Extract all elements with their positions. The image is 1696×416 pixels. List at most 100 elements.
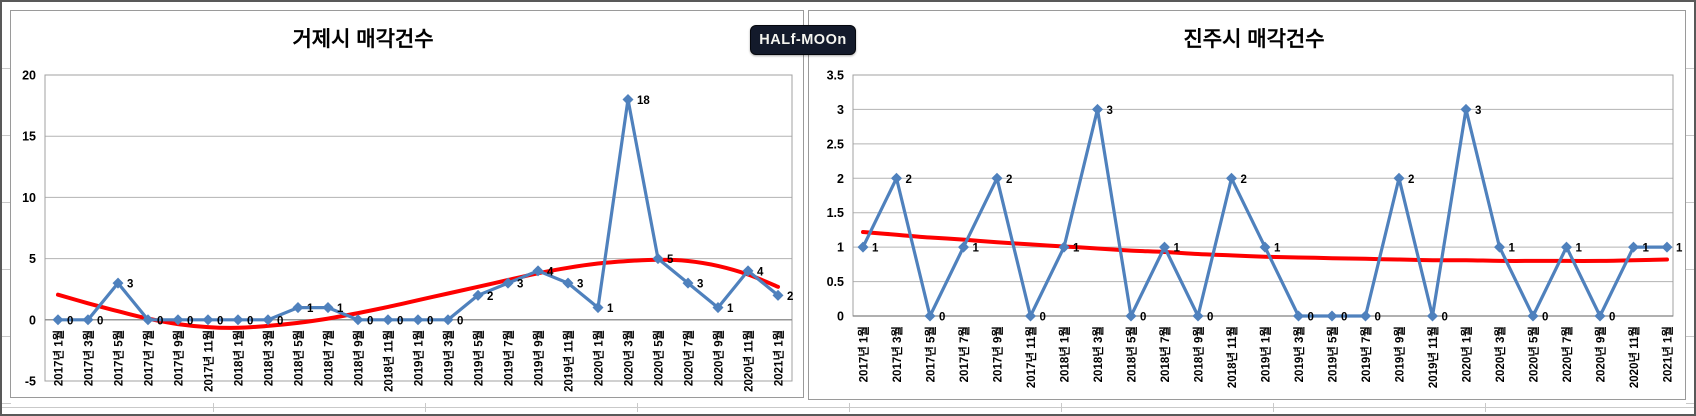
data-point-marker [1460, 103, 1472, 115]
y-axis-tick-label: 0 [837, 310, 844, 324]
x-axis-tick-label: 2020년 7월 [1560, 326, 1574, 382]
data-point-label: 0 [1140, 312, 1146, 324]
x-axis-tick-label: 2018년 1월 [232, 330, 246, 386]
plot-area-border [44, 74, 793, 382]
x-axis-tick-label: 2021년 1월 [772, 330, 786, 386]
data-point-marker [322, 302, 334, 314]
data-point-marker [502, 277, 514, 289]
y-axis-tick-label: 2 [837, 172, 844, 186]
x-axis-tick-label: 2019년 11월 [562, 330, 576, 392]
x-axis-tick-label: 2018년 5월 [1125, 326, 1139, 382]
data-point-label: 2 [1241, 174, 1247, 186]
data-point-marker [172, 314, 184, 326]
data-point-label: 0 [427, 315, 433, 327]
chart-title: 거제시 매각건수 [292, 28, 434, 51]
data-point-marker [532, 265, 544, 277]
data-point-marker [382, 314, 394, 326]
data-point-label: 0 [157, 315, 163, 327]
data-point-marker [991, 172, 1003, 184]
x-axis-tick-label: 2018년 7월 [1158, 326, 1172, 382]
data-point-label: 3 [517, 279, 523, 291]
x-axis-tick-label: 2019년 5월 [472, 330, 486, 386]
data-point-label: 0 [367, 315, 373, 327]
data-point-marker [292, 302, 304, 314]
x-axis-tick-label: 2017년 7월 [957, 326, 971, 382]
data-point-label: 2 [1006, 174, 1012, 186]
data-point-label: 0 [1341, 312, 1347, 324]
x-axis-tick-label: 2017년 1월 [857, 326, 871, 382]
data-point-label: 0 [1308, 312, 1314, 324]
data-point-label: 0 [1375, 312, 1381, 324]
y-axis-tick-label: 3.5 [827, 69, 844, 83]
data-point-label: 3 [127, 279, 133, 291]
data-point-marker [742, 265, 754, 277]
data-point-label: 1 [1509, 243, 1516, 255]
data-point-marker [622, 93, 634, 105]
x-axis-tick-label: 2017년 11월 [1024, 326, 1038, 388]
x-axis-tick-label: 2017년 5월 [112, 330, 126, 386]
data-point-label: 1 [727, 303, 734, 315]
x-axis-tick-label: 2019년 11월 [1426, 326, 1440, 388]
y-axis-tick-label: 0 [29, 313, 36, 327]
x-axis-tick-label: 2018년 11월 [1225, 326, 1239, 388]
data-point-label: 2 [1408, 174, 1414, 186]
x-axis-tick-label: 2018년 3월 [1091, 326, 1105, 382]
y-axis-tick-label: 2.5 [827, 137, 844, 151]
x-axis-tick-label: 2018년 7월 [322, 330, 336, 386]
jinju-chart-panel[interactable]: 진주시 매각건수 3.5 3 2.5 2 1.5 1 0.5 0 2017년 1월 2017년 3… [808, 10, 1686, 400]
data-point-marker [924, 310, 936, 322]
x-axis-tick-label: 2018년 3월 [262, 330, 276, 386]
data-point-label: 0 [277, 315, 283, 327]
geoje-chart-panel[interactable]: 거제시 매각건수 20 15 10 5 0 -5 2017년 1월 2017년 3월 2017년… [10, 10, 804, 398]
x-axis-tick-label: 2020년 11월 [742, 330, 756, 392]
data-point-marker [592, 302, 604, 314]
data-point-label: 1 [1073, 243, 1080, 255]
data-point-marker [682, 277, 694, 289]
x-axis-tick-label: 2019년 7월 [1359, 326, 1373, 382]
x-axis-tick-label: 2019년 9월 [532, 330, 546, 386]
data-point-marker [472, 289, 484, 301]
data-point-label: 0 [939, 312, 945, 324]
data-point-marker [202, 314, 214, 326]
x-axis-tick-label: 2020년 1월 [1460, 326, 1474, 382]
spreadsheet-bottom-ticks [2, 403, 1694, 412]
data-point-label: 1 [337, 303, 344, 315]
chart-title: 진주시 매각건수 [1183, 28, 1325, 51]
data-point-marker [112, 277, 124, 289]
data-point-label: 4 [757, 266, 764, 278]
data-point-marker [1058, 241, 1070, 253]
data-point-label: 0 [217, 315, 223, 327]
data-point-label: 5 [667, 254, 674, 266]
data-point-marker [1091, 103, 1104, 115]
jinju-line-chart: 3.5 3 2.5 2 1.5 1 0.5 0 2017년 1월 2017년 3월 2017년 5월… [827, 69, 1683, 389]
spreadsheet-left-strip [2, 2, 11, 414]
x-axis-tick-label: 2019년 5월 [1326, 326, 1340, 382]
data-point-marker [1493, 241, 1506, 253]
data-point-marker [1326, 310, 1338, 322]
data-point-marker [352, 314, 364, 326]
x-axis-tick-label: 2019년 1월 [412, 330, 426, 386]
y-axis-tick-label: 20 [22, 69, 36, 83]
data-point-label: 1 [1274, 243, 1281, 255]
data-point-marker [1225, 172, 1238, 184]
data-point-label: 0 [397, 315, 403, 327]
data-point-marker [1158, 241, 1171, 253]
data-point-marker [857, 241, 869, 253]
data-point-marker [652, 253, 664, 265]
data-point-label: 0 [1542, 312, 1548, 324]
data-point-marker [262, 314, 274, 326]
x-axis-tick-label: 2017년 5월 [924, 326, 938, 382]
data-point-label: 0 [1442, 312, 1448, 324]
x-axis-tick-label: 2021년 1월 [1661, 326, 1675, 382]
y-axis-tick-label: 0.5 [827, 275, 844, 289]
data-point-label: 1 [307, 303, 314, 315]
data-point-label: 1 [1676, 243, 1683, 255]
y-axis-tick-label: -5 [25, 375, 36, 389]
data-point-label: 1 [1576, 243, 1583, 255]
data-point-marker [890, 172, 903, 184]
x-axis-tick-label: 2017년 7월 [142, 330, 156, 386]
x-axis-tick-label: 2018년 9월 [352, 330, 366, 386]
data-point-label: 3 [697, 279, 703, 291]
x-axis-tick-label: 2019년 9월 [1393, 326, 1407, 382]
x-axis-tick-label: 2020년 5월 [652, 330, 666, 386]
